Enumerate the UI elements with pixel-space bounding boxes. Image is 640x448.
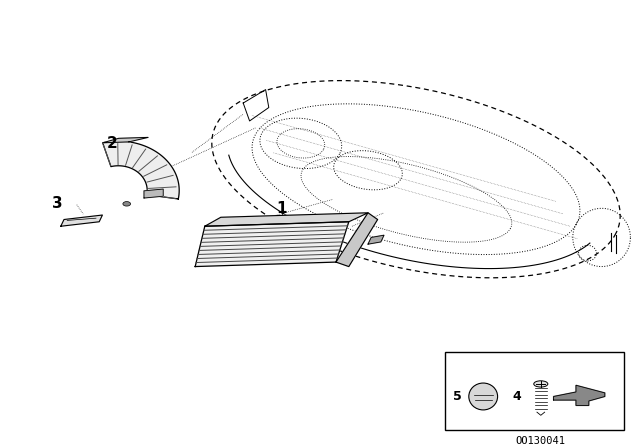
Polygon shape xyxy=(102,141,179,199)
Ellipse shape xyxy=(534,381,548,387)
Text: 2: 2 xyxy=(107,136,117,151)
Polygon shape xyxy=(368,235,384,244)
Text: 3: 3 xyxy=(52,196,63,211)
Polygon shape xyxy=(205,213,368,226)
Text: 1: 1 xyxy=(276,201,287,216)
Polygon shape xyxy=(336,213,378,267)
Polygon shape xyxy=(144,189,163,198)
Ellipse shape xyxy=(468,383,498,410)
Text: 5: 5 xyxy=(453,390,462,403)
Bar xyxy=(445,352,624,430)
Text: 4: 4 xyxy=(513,390,522,403)
Ellipse shape xyxy=(123,202,131,206)
Polygon shape xyxy=(554,385,605,405)
Polygon shape xyxy=(195,222,349,267)
Polygon shape xyxy=(61,215,102,226)
Polygon shape xyxy=(102,138,148,143)
Text: OO130041: OO130041 xyxy=(516,436,566,446)
